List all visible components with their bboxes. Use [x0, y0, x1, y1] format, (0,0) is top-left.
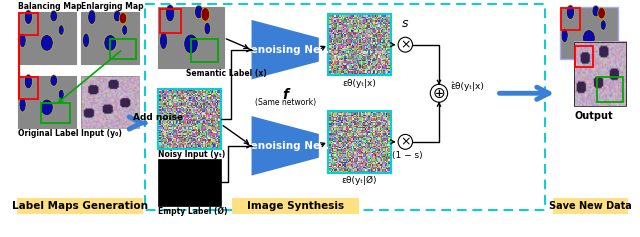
Text: Noisy Input (yₜ): Noisy Input (yₜ): [158, 150, 225, 159]
Text: s: s: [402, 17, 408, 30]
Ellipse shape: [113, 10, 121, 22]
Text: εθ(yₜ|Ø): εθ(yₜ|Ø): [341, 176, 377, 185]
Bar: [81, 76, 139, 128]
Polygon shape: [252, 20, 319, 79]
Bar: [554, 198, 628, 214]
Ellipse shape: [50, 10, 58, 22]
Ellipse shape: [19, 98, 26, 112]
Bar: [158, 7, 223, 68]
Ellipse shape: [40, 35, 53, 51]
Bar: [19, 13, 38, 35]
Text: Label Maps Generation: Label Maps Generation: [12, 201, 148, 211]
Ellipse shape: [201, 8, 210, 21]
Ellipse shape: [184, 34, 198, 54]
Text: Original Label: Original Label: [18, 129, 79, 138]
Text: Add noise: Add noise: [133, 113, 184, 122]
Text: Semantic Label (x): Semantic Label (x): [186, 69, 267, 78]
Text: Save New Data: Save New Data: [549, 201, 632, 211]
Bar: [232, 198, 359, 214]
Text: $\times$: $\times$: [400, 38, 411, 51]
Bar: [19, 77, 38, 99]
Ellipse shape: [195, 5, 203, 19]
Text: $\times$: $\times$: [400, 135, 411, 148]
Ellipse shape: [582, 30, 595, 46]
Ellipse shape: [58, 89, 64, 100]
Bar: [18, 76, 76, 128]
Bar: [41, 103, 70, 123]
Text: εθ(yₜ|x): εθ(yₜ|x): [342, 79, 376, 88]
Bar: [191, 39, 218, 62]
Ellipse shape: [83, 33, 90, 48]
Ellipse shape: [204, 22, 211, 35]
Text: ε̂θ(yₜ|x): ε̂θ(yₜ|x): [451, 82, 484, 91]
Text: Input (y₀): Input (y₀): [81, 129, 122, 138]
Bar: [328, 111, 391, 173]
Text: f: f: [282, 88, 288, 102]
Ellipse shape: [159, 32, 168, 50]
Text: Image Synthesis: Image Synthesis: [247, 201, 344, 211]
Polygon shape: [252, 116, 319, 176]
Ellipse shape: [58, 25, 64, 35]
Bar: [573, 42, 627, 106]
Bar: [145, 4, 545, 210]
Text: Enlarging Map: Enlarging Map: [81, 2, 144, 11]
Bar: [597, 77, 623, 102]
Ellipse shape: [19, 33, 26, 48]
Circle shape: [398, 134, 413, 149]
Text: $\oplus$: $\oplus$: [432, 86, 445, 101]
Ellipse shape: [40, 99, 53, 116]
Ellipse shape: [600, 20, 606, 30]
Text: (Same network): (Same network): [255, 98, 316, 107]
Bar: [160, 9, 181, 33]
Ellipse shape: [24, 10, 33, 24]
Bar: [575, 46, 593, 68]
Text: (1 − s): (1 − s): [392, 151, 422, 160]
Text: Balancing Map: Balancing Map: [18, 2, 82, 11]
Ellipse shape: [88, 10, 96, 24]
Ellipse shape: [24, 74, 33, 89]
Text: Denoising Net.: Denoising Net.: [242, 141, 329, 151]
Bar: [560, 7, 618, 59]
Ellipse shape: [566, 5, 575, 19]
Bar: [328, 14, 391, 75]
Ellipse shape: [104, 35, 116, 51]
Ellipse shape: [119, 13, 127, 24]
Ellipse shape: [122, 25, 127, 35]
Ellipse shape: [598, 8, 605, 19]
Bar: [81, 12, 139, 64]
Bar: [561, 8, 580, 30]
Bar: [110, 39, 136, 59]
Text: Empty Label (Ø): Empty Label (Ø): [158, 207, 228, 216]
Bar: [158, 159, 221, 206]
Text: Denoising Net.: Denoising Net.: [242, 45, 329, 55]
Bar: [158, 89, 221, 149]
Bar: [17, 198, 143, 214]
Bar: [18, 12, 76, 64]
Ellipse shape: [561, 28, 568, 43]
Ellipse shape: [166, 5, 175, 22]
Text: Output: Output: [574, 111, 613, 121]
Circle shape: [398, 37, 413, 52]
Circle shape: [430, 84, 447, 102]
Ellipse shape: [50, 75, 58, 86]
Ellipse shape: [592, 5, 600, 17]
